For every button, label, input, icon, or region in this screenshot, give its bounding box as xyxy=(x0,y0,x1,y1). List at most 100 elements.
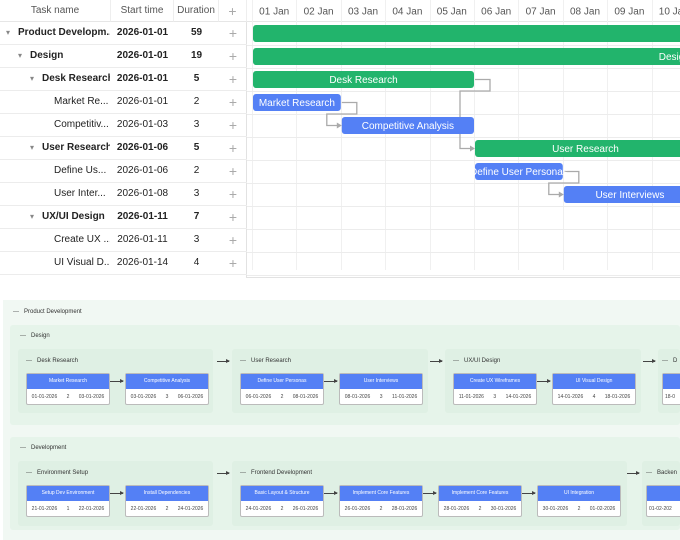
column-header-start-time[interactable]: Start time xyxy=(111,0,174,22)
task-row[interactable]: Market Re... 2026-01-01 2 + xyxy=(0,91,247,114)
add-subtask-button[interactable]: + xyxy=(228,209,238,225)
group-header[interactable]: — Development xyxy=(20,445,67,451)
dependency-link[interactable] xyxy=(459,78,491,150)
task-duration: 7 xyxy=(193,211,200,222)
add-subtask-button[interactable]: + xyxy=(228,163,238,179)
add-subtask-button[interactable]: + xyxy=(228,94,238,110)
collapse-icon[interactable]: — xyxy=(20,445,26,451)
card-duration: 2 xyxy=(577,506,581,512)
card-end: 18-01-2026 xyxy=(604,394,631,400)
card-title: Implement Core Features xyxy=(340,486,422,501)
column-header-duration[interactable]: Duration xyxy=(174,0,219,22)
task-bar[interactable] xyxy=(475,140,680,157)
task-bar-label: Competitive Analysis xyxy=(362,121,454,132)
day-header: 02 Jan xyxy=(304,7,334,18)
task-card[interactable]: Competitive Analysis 03-01-2026 3 06-01-202… xyxy=(125,373,209,405)
collapse-icon[interactable]: — xyxy=(240,470,246,476)
task-row[interactable]: ▾ Desk Research 2026-01-01 5 + xyxy=(0,68,247,91)
subgroup-link-arrow xyxy=(627,471,640,475)
task-bar[interactable] xyxy=(253,25,680,42)
task-duration: 5 xyxy=(193,142,200,153)
day-gridline xyxy=(474,0,475,270)
task-row[interactable]: Competitiv... 2026-01-03 3 + xyxy=(0,114,247,137)
day-gridline xyxy=(385,0,387,270)
dependency-link[interactable] xyxy=(326,101,358,127)
task-card[interactable]: User Interviews 08-01-2026 3 11-01-2026 xyxy=(339,373,423,405)
card-end: 03-01-2026 xyxy=(78,394,105,400)
dependency-link[interactable] xyxy=(548,170,580,196)
subgroup-header[interactable]: — Frontend Development xyxy=(240,470,313,476)
add-subtask-button[interactable]: + xyxy=(228,186,238,202)
task-card[interactable]: Implement Core Features 26-01-2026 2 28-01-… xyxy=(339,485,423,517)
task-bar[interactable] xyxy=(563,186,680,203)
subgroup-header[interactable]: — Environment Setup xyxy=(26,470,89,476)
task-name: UX/UI Design xyxy=(42,211,105,222)
task-row[interactable]: Create UX ... 2026-01-11 3 + xyxy=(0,229,247,252)
task-card[interactable]: UI Integration 30-01-2026 2 01-02-2026 xyxy=(537,485,621,517)
expand-toggle-icon[interactable]: ▾ xyxy=(30,212,35,221)
collapse-icon[interactable]: — xyxy=(453,358,459,364)
timeline-header xyxy=(247,0,680,22)
task-card[interactable]: 01-02-202 xyxy=(646,485,680,517)
task-card[interactable]: Implement Core Features 28-01-2026 2 30-01-… xyxy=(438,485,522,517)
expand-toggle-icon[interactable]: ▾ xyxy=(30,143,35,152)
subgroup-header[interactable]: — User Research xyxy=(240,358,292,364)
add-subtask-button[interactable]: + xyxy=(228,25,238,41)
collapse-icon[interactable]: — xyxy=(20,333,26,339)
add-task-header-button[interactable]: + xyxy=(219,0,247,22)
subgroup-header[interactable]: — Desk Research xyxy=(26,358,79,364)
card-title xyxy=(647,486,680,501)
task-row[interactable]: ▾ Design 2026-01-01 19 + xyxy=(0,45,247,68)
collapse-icon[interactable]: — xyxy=(662,358,668,364)
card-link-arrow xyxy=(423,491,437,495)
task-card[interactable]: Install Dependencies 22-01-2026 2 24-01-202… xyxy=(125,485,209,517)
add-subtask-button[interactable]: + xyxy=(228,255,238,271)
group-header[interactable]: — Design xyxy=(20,333,50,339)
add-subtask-button[interactable]: + xyxy=(228,232,238,248)
task-row[interactable]: ▾ Product Developm... 2026-01-01 59 + xyxy=(0,22,247,45)
task-bar[interactable] xyxy=(341,117,474,134)
task-card[interactable]: 18-0 xyxy=(662,373,680,405)
task-row[interactable]: ▾ UX/UI Design 2026-01-11 7 + xyxy=(0,206,247,229)
subgroup-header[interactable]: — Backen xyxy=(646,470,678,476)
group-product-development[interactable]: — Product Development xyxy=(13,309,82,315)
day-header: 07 Jan xyxy=(526,7,556,18)
expand-toggle-icon[interactable]: ▾ xyxy=(6,28,11,37)
subgroup-header[interactable]: — UX/UI Design xyxy=(453,358,501,364)
task-card[interactable]: Define User Personas 06-01-2026 2 08-01-202… xyxy=(240,373,324,405)
collapse-icon[interactable]: — xyxy=(240,358,246,364)
task-card[interactable]: Setup Dev Environment 21-01-2026 1 22-01-20… xyxy=(26,485,110,517)
task-card[interactable]: UI Visual Design 14-01-2026 4 18-01-2026 xyxy=(552,373,636,405)
task-duration: 4 xyxy=(193,257,200,268)
column-header-task-name[interactable]: Task name xyxy=(0,0,111,22)
task-bar[interactable] xyxy=(253,48,680,65)
add-subtask-button[interactable]: + xyxy=(228,140,238,156)
collapse-icon[interactable]: — xyxy=(26,358,32,364)
expand-toggle-icon[interactable]: ▾ xyxy=(18,51,23,60)
add-subtask-button[interactable]: + xyxy=(228,117,238,133)
task-row[interactable]: ▾ User Research 2026-01-06 5 + xyxy=(0,137,247,160)
task-card[interactable]: Create UX Wireframes 11-01-2026 3 14-01-202… xyxy=(453,373,537,405)
card-duration: 3 xyxy=(165,394,169,400)
board-subgroup: — UX/UI Design Create UX Wireframes 11-01-2… xyxy=(445,349,641,413)
day-gridline xyxy=(340,0,342,270)
board-subgroup: — Backen 01-02-202 xyxy=(642,461,680,526)
task-card[interactable]: Basic Layout & Structure 24-01-2026 2 26-01… xyxy=(240,485,324,517)
task-name: Market Re... xyxy=(54,96,109,107)
add-subtask-button[interactable]: + xyxy=(228,48,238,64)
subgroup-header[interactable]: — D xyxy=(662,358,678,364)
expand-toggle-icon[interactable]: ▾ xyxy=(30,74,35,83)
task-bar[interactable] xyxy=(253,71,474,88)
collapse-icon[interactable]: — xyxy=(26,470,32,476)
task-row[interactable]: User Inter... 2026-01-08 3 + xyxy=(0,183,247,206)
task-row[interactable]: UI Visual D... 2026-01-14 4 + xyxy=(0,252,247,275)
add-subtask-button[interactable]: + xyxy=(228,71,238,87)
task-bar[interactable] xyxy=(253,94,341,111)
task-bar[interactable] xyxy=(475,163,563,180)
task-row[interactable]: Define Us... 2026-01-06 2 + xyxy=(0,160,247,183)
collapse-icon[interactable]: — xyxy=(646,470,652,476)
task-bar-label: User Research xyxy=(552,144,619,155)
row-gridline xyxy=(247,252,680,253)
collapse-icon[interactable]: — xyxy=(13,309,19,315)
task-card[interactable]: Market Research 01-01-2026 2 03-01-2026 xyxy=(26,373,110,405)
